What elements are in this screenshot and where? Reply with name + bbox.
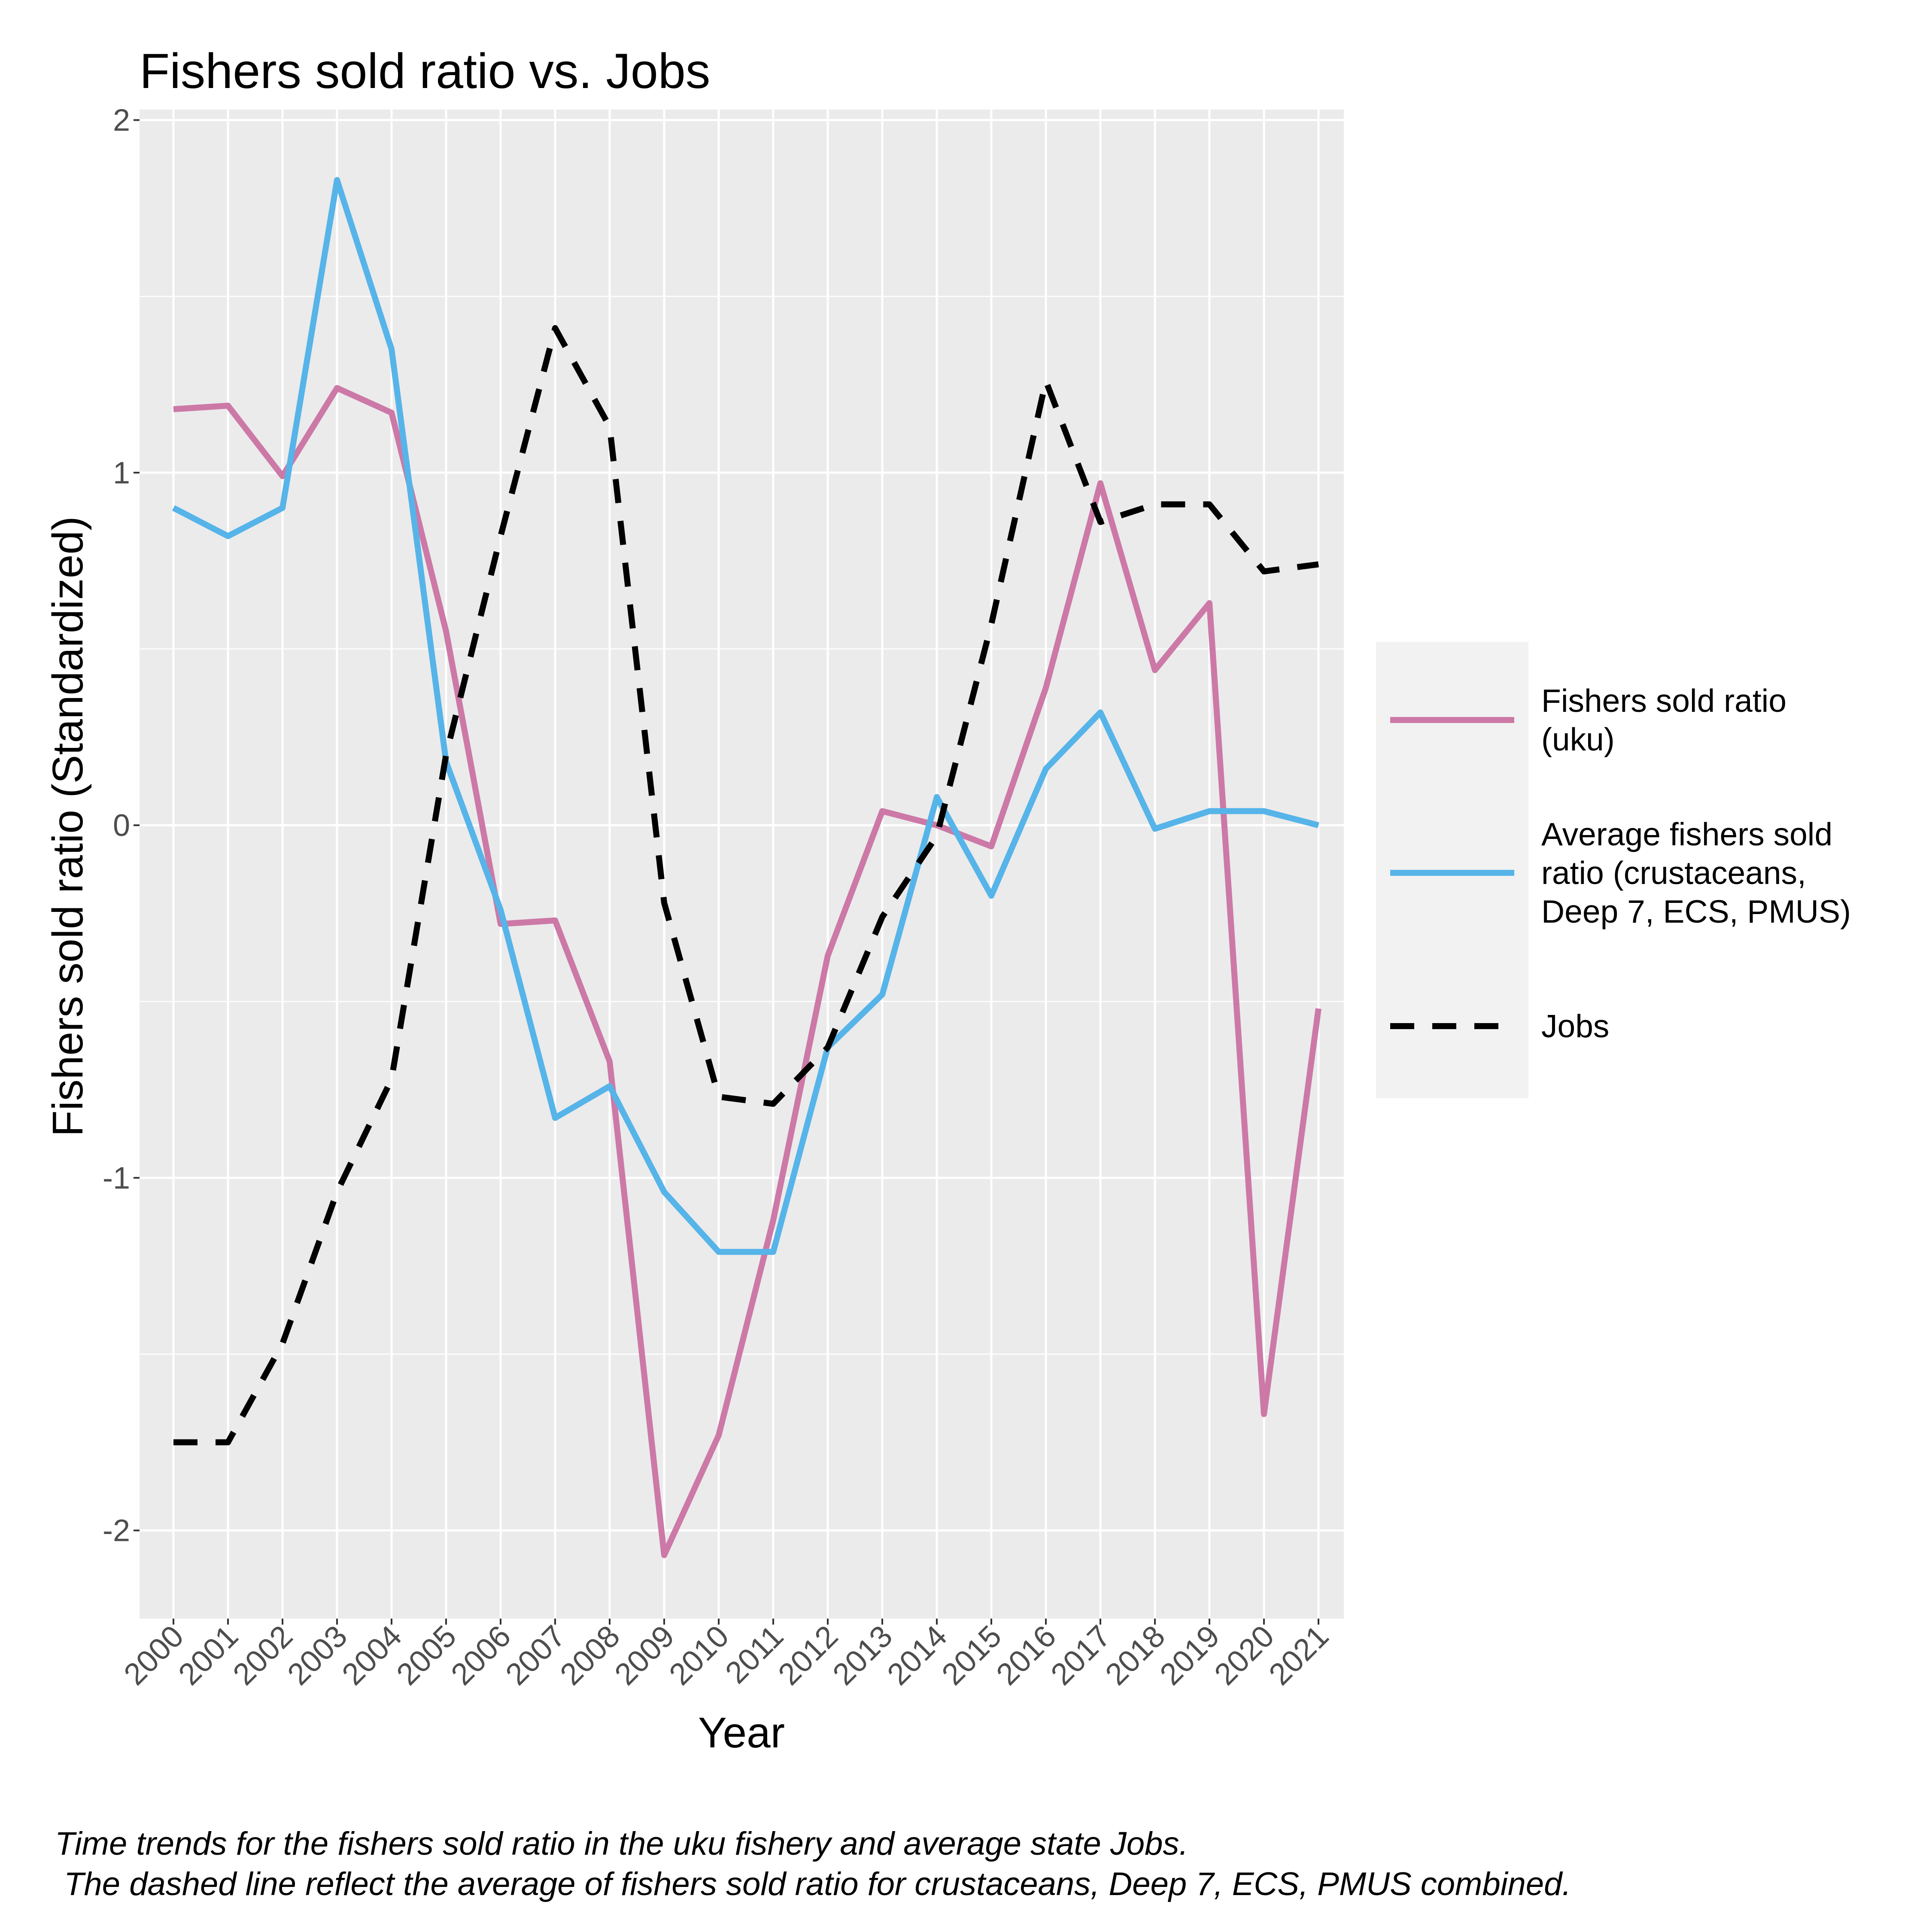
- major-gridlines: [140, 109, 1344, 1619]
- caption: Time trends for the fishers sold ratio i…: [55, 1826, 1571, 1902]
- x-tick-label: 2011: [719, 1619, 790, 1690]
- x-tick-label: 2021: [1262, 1619, 1335, 1692]
- x-tick-label: 2013: [826, 1619, 899, 1692]
- y-axis-title: Fishers sold ratio (Standardized): [44, 516, 92, 1136]
- x-tick-label: 2003: [281, 1619, 354, 1692]
- chart-title: Fishers sold ratio vs. Jobs: [140, 44, 710, 99]
- plot-panel: [140, 109, 1344, 1619]
- series-line-2: [173, 325, 1319, 1446]
- y-tick-label: -2: [103, 1514, 130, 1548]
- x-tick-label: 2000: [117, 1619, 190, 1692]
- x-tick-label: 2005: [390, 1619, 463, 1692]
- series-line-0: [173, 385, 1321, 1558]
- series-line-1: [172, 177, 1319, 1255]
- x-tick-label: 2014: [881, 1619, 954, 1692]
- y-tick-label: 0: [113, 808, 130, 843]
- y-tick-label: 2: [113, 103, 130, 138]
- y-axis: -2 -1 0 1 2: [103, 103, 140, 1548]
- x-tick-label: 2015: [935, 1619, 1008, 1692]
- x-tick-label: 2017: [1044, 1619, 1117, 1692]
- y-tick-label: 1: [113, 456, 130, 490]
- legend-label-0: Fishers sold ratio (uku): [1541, 683, 1786, 757]
- caption-text: Time trends for the fishers sold ratio i…: [55, 1826, 1571, 1902]
- x-tick-label: 2002: [226, 1619, 299, 1692]
- x-tick-label: 2004: [335, 1619, 408, 1692]
- x-tick-label: 2006: [444, 1619, 517, 1692]
- x-tick-label: 2001: [172, 1619, 245, 1692]
- series-lines: [172, 177, 1321, 1558]
- x-axis-title: Year: [698, 1709, 785, 1757]
- x-tick-label: 2018: [1099, 1619, 1172, 1692]
- x-tick-label: 2019: [1153, 1619, 1226, 1692]
- x-tick-label: 2009: [608, 1619, 681, 1692]
- x-tick-label: 2020: [1208, 1619, 1281, 1692]
- legend-label-2: Jobs: [1541, 1008, 1609, 1044]
- x-tick-label: 2008: [553, 1619, 626, 1692]
- x-tick-label: 2016: [990, 1619, 1063, 1692]
- x-tick-label: 2007: [499, 1619, 572, 1692]
- x-tick-label: 2012: [772, 1619, 844, 1692]
- x-tick-label: 2010: [662, 1619, 735, 1692]
- legend: Fishers sold ratio (uku) Average fishers s…: [1376, 642, 1851, 1098]
- legend-label-1: Average fishers sold ratio (crustaceans, D…: [1541, 816, 1851, 930]
- x-axis: 2000200120022003200420052006200720082009…: [117, 1619, 1335, 1692]
- y-tick-label: -1: [103, 1161, 130, 1195]
